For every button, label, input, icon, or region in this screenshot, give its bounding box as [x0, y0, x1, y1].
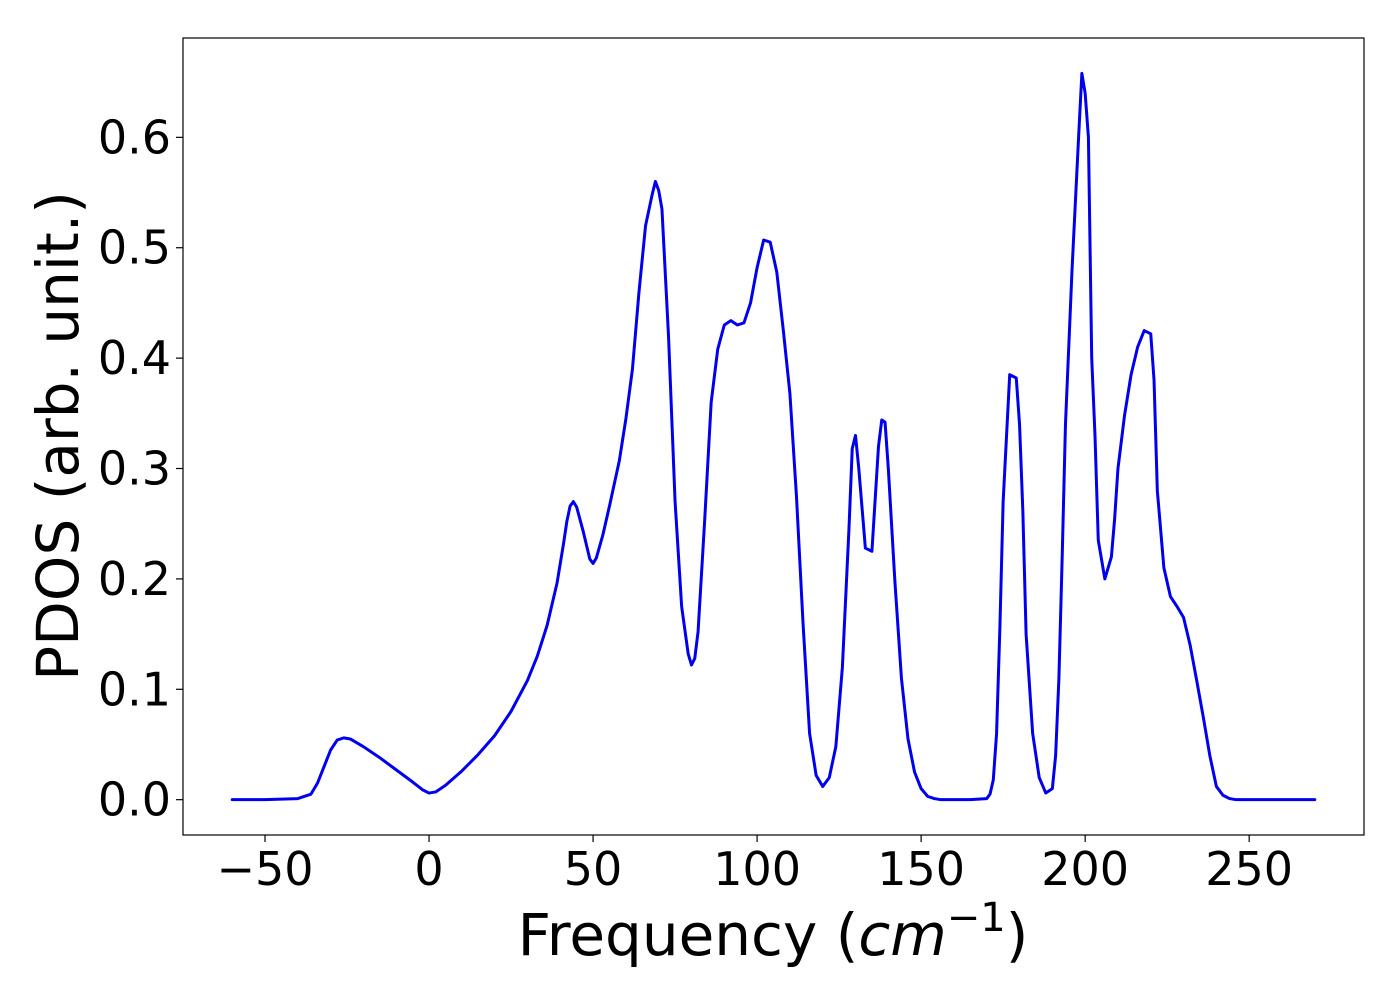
- x-axis-unit-close: ): [1006, 901, 1029, 969]
- plot-frame: [182, 37, 1365, 836]
- y-tick-label: 0.1: [98, 662, 171, 716]
- x-axis-title: Frequency (cm−1): [518, 895, 1029, 969]
- x-tick-label: 250: [1205, 842, 1293, 896]
- x-tick-label: 150: [877, 842, 965, 896]
- x-tick-label: 50: [564, 842, 623, 896]
- x-axis-unit-exponent: −1: [947, 895, 1006, 941]
- x-axis-label: Frequency: [518, 901, 818, 969]
- x-tick-label: 0: [414, 842, 443, 896]
- y-tick-label: 0.4: [98, 331, 171, 385]
- y-axis-ticks: 0.0 0.1 0.2 0.3 0.4 0.5 0.6: [98, 110, 183, 827]
- x-tick-label: −50: [216, 842, 313, 896]
- x-axis-unit-base: cm: [858, 901, 946, 969]
- series-line-0: [230, 71, 1317, 802]
- y-tick-label: 0.5: [98, 221, 171, 275]
- y-tick-label: 0.6: [98, 110, 171, 164]
- x-tick-label: 100: [713, 842, 801, 896]
- y-tick-label: 0.0: [98, 773, 171, 827]
- x-tick-label: 200: [1041, 842, 1129, 896]
- y-axis-title: PDOS (arb. unit.): [24, 191, 92, 681]
- x-axis-ticks: −50 0 50 100 150 200 250: [216, 835, 1293, 896]
- y-tick-label: 0.2: [98, 552, 171, 606]
- x-axis-unit-open: (: [836, 901, 859, 969]
- y-tick-label: 0.3: [98, 442, 171, 496]
- plot-area: [182, 37, 1365, 836]
